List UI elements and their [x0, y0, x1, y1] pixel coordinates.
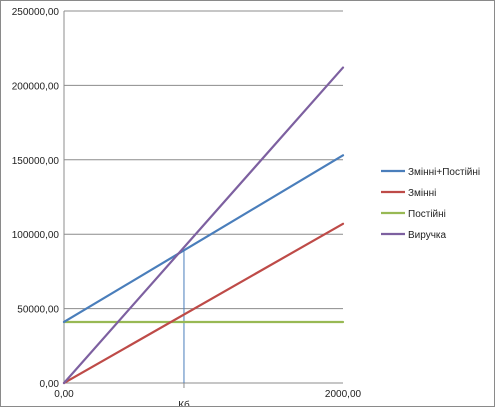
series-line: [62, 222, 345, 385]
legend-label: Змінні+Постійні: [408, 167, 480, 178]
x-tick-label: 0,00: [54, 389, 74, 400]
tick-labels: 0,00 50000,00 100000,00 150000,00 200000,00 2…: [12, 7, 362, 406]
y-tick-label: 0,00: [40, 379, 60, 390]
grid-lines: [64, 10, 343, 310]
y-tick-label: 250000,00: [12, 7, 60, 18]
y-tick-label: 100000,00: [12, 230, 60, 241]
x-tick-label: 2000,00: [325, 389, 362, 400]
legend-label: Виручка: [408, 230, 447, 241]
axes: [63, 11, 343, 384]
y-tick-label: 50000,00: [17, 305, 59, 316]
breakeven-label: Кб: [178, 399, 190, 406]
y-tick-label: 200000,00: [12, 81, 60, 92]
legend-label: Постійні: [408, 209, 446, 220]
y-tick-label: 150000,00: [12, 156, 60, 167]
legend-label: Змінні: [408, 188, 436, 199]
series-line: [62, 66, 345, 385]
series-lines: [62, 66, 345, 385]
series-line: [62, 154, 345, 324]
legend: Змінні+Постійні Змінні Постійні Виручка: [381, 167, 480, 241]
